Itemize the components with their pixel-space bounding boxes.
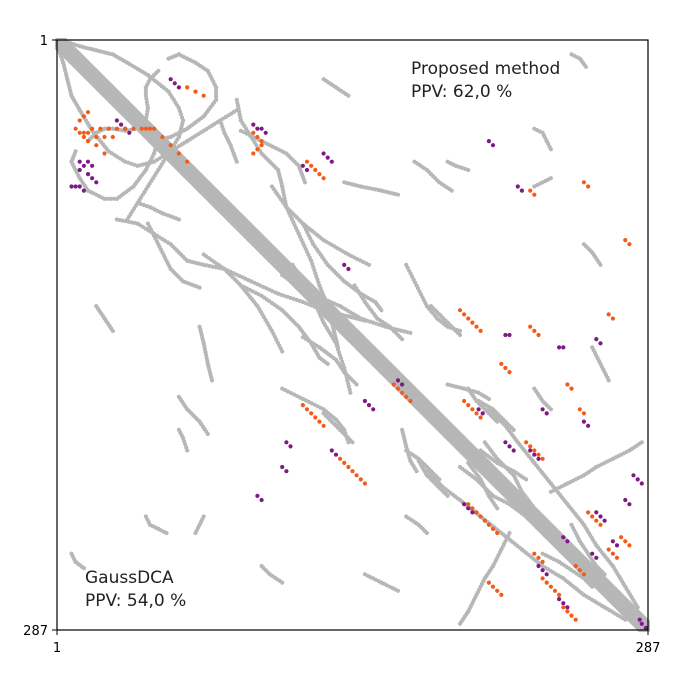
data-marks xyxy=(54,37,651,633)
